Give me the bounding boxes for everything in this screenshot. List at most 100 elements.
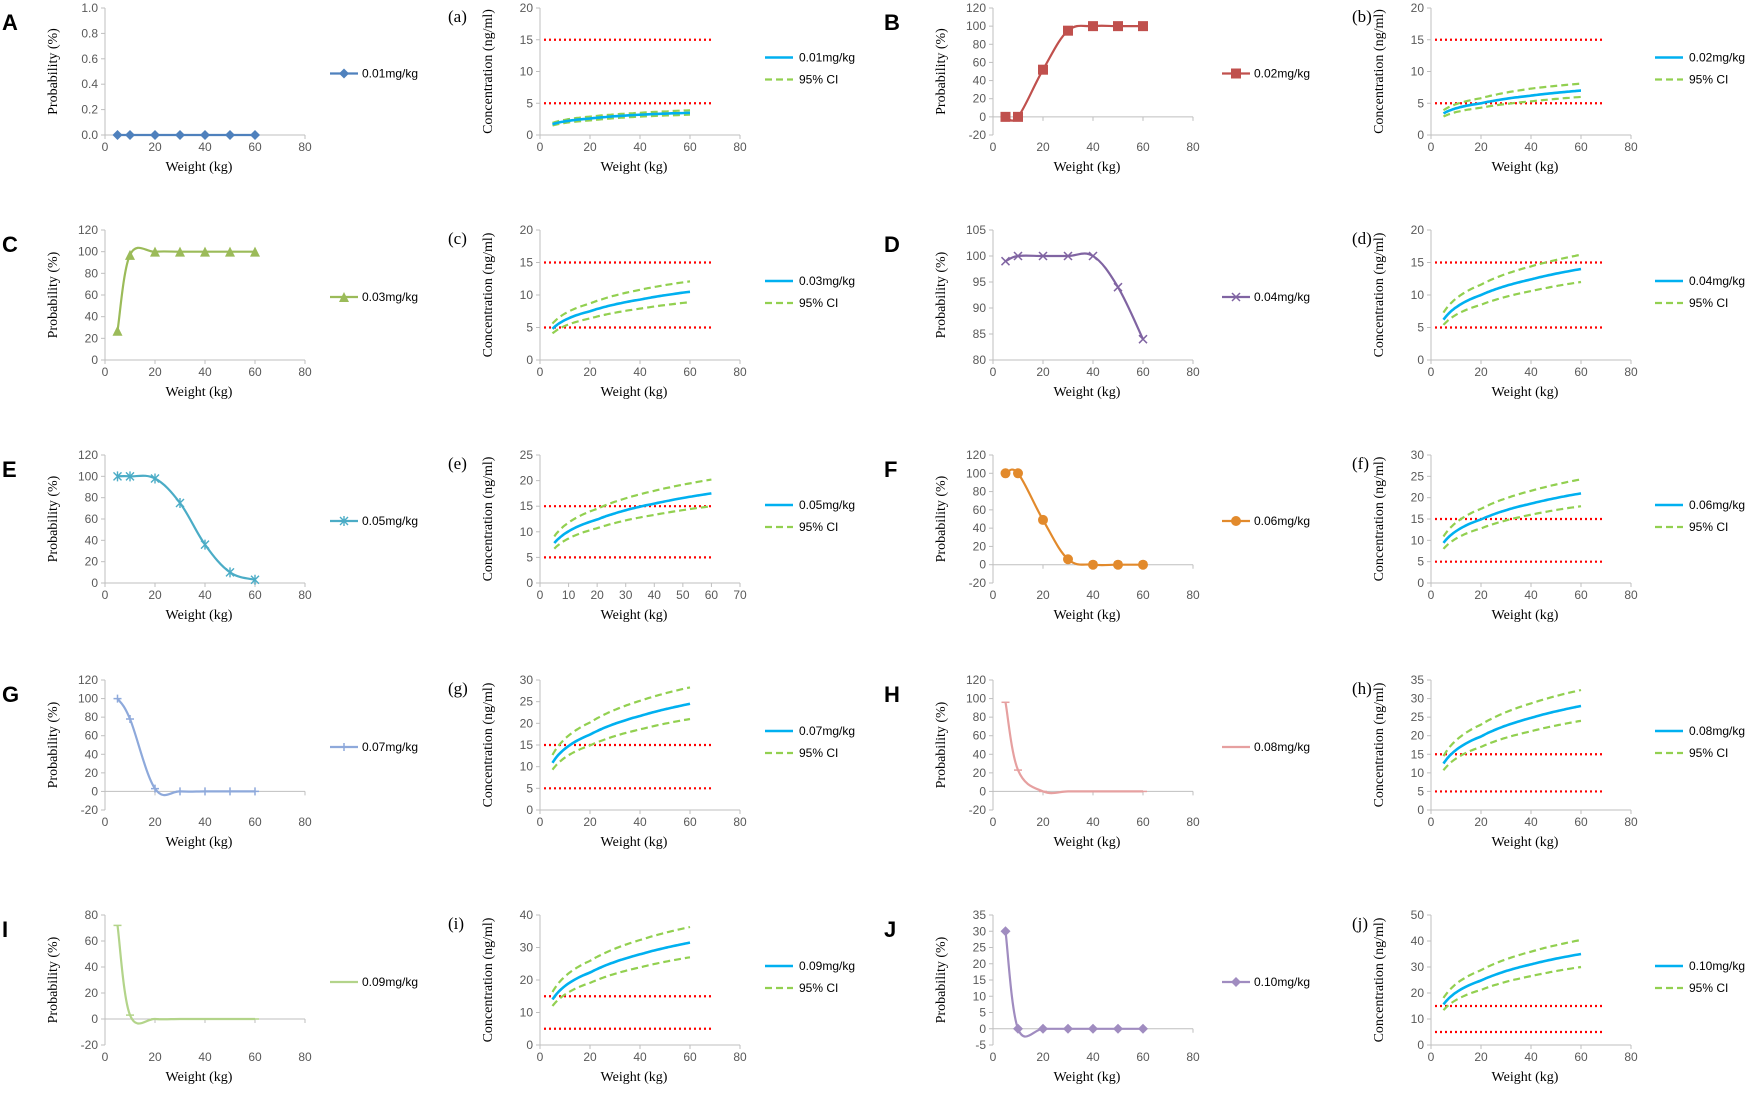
data-point: [1013, 468, 1023, 479]
ci-lower-line: [1442, 719, 1582, 771]
legend-label-ci: 95% CI: [799, 296, 838, 310]
x-axis-label: Weight (kg): [1054, 835, 1121, 850]
ci-lower-line: [1442, 280, 1582, 326]
x-tick-label: 20: [1036, 140, 1050, 154]
y-tick-label: 0: [526, 576, 533, 590]
ci-upper-line: [553, 478, 712, 538]
legend-label: 0.10mg/kg: [1254, 975, 1310, 989]
x-tick-label: 0: [102, 140, 109, 154]
y-tick-label: 10: [520, 525, 534, 539]
y-tick-label: 60: [973, 503, 987, 517]
data-point: [150, 130, 160, 140]
x-tick-label: 40: [198, 365, 212, 379]
data-point: [1088, 21, 1098, 32]
x-tick-label: 80: [1624, 1050, 1638, 1064]
x-axis-label: Weight (kg): [1054, 1070, 1121, 1085]
mean-line: [1442, 89, 1582, 115]
y-tick-label: 20: [973, 539, 987, 553]
y-tick-label: 15: [1411, 256, 1425, 270]
y-tick-label: 40: [973, 74, 987, 88]
legend-label: 0.07mg/kg: [362, 740, 418, 754]
y-tick-label: 5: [1417, 96, 1424, 110]
ci-lower-line: [551, 956, 691, 1007]
y-tick-label: 60: [85, 512, 99, 526]
y-tick-label: 15: [973, 973, 987, 987]
ci-upper-line: [1442, 938, 1582, 999]
x-tick-label: 40: [198, 588, 212, 602]
y-tick-label: 120: [966, 673, 986, 687]
concentration-chart-i: (i) 0 10 20 30 40 0 20 40 60 80 Weight (kg) Concentr…: [448, 908, 855, 1085]
data-point: [113, 471, 122, 482]
x-tick-label: 80: [298, 140, 312, 154]
x-tick-label: 0: [537, 1050, 544, 1064]
x-tick-label: 20: [1474, 588, 1488, 602]
concentration-chart-h: (h) 0 5 10 15 20 25 30 35 0 20 40 60 80 Weight (kg) Con…: [1352, 673, 1745, 850]
y-tick-label: 0: [979, 110, 986, 124]
y-tick-label: 60: [85, 288, 99, 302]
x-tick-label: 40: [1524, 588, 1538, 602]
data-point: [1063, 1023, 1073, 1034]
legend-label-ci: 95% CI: [1689, 73, 1728, 87]
y-tick-label: 30: [520, 941, 534, 955]
y-tick-label: 5: [1417, 555, 1424, 569]
legend-label: 0.10mg/kg: [1689, 959, 1745, 973]
data-point: [1013, 111, 1023, 122]
data-point: [1000, 111, 1011, 122]
y-tick-label: 40: [973, 747, 987, 761]
data-point: [1231, 977, 1241, 987]
y-tick-label: 120: [966, 1, 986, 15]
y-tick-label: 1.0: [81, 1, 98, 15]
y-tick-label: 0: [91, 576, 98, 590]
y-tick-label: 60: [85, 729, 99, 743]
x-tick-label: 20: [583, 815, 597, 829]
data-point: [1063, 25, 1073, 36]
data-point: [1088, 559, 1098, 570]
legend-label: 0.03mg/kg: [799, 274, 855, 288]
legend-label: 0.02mg/kg: [1254, 67, 1310, 81]
legend-label: 0.05mg/kg: [362, 514, 418, 528]
y-tick-label: 10: [1411, 1012, 1425, 1026]
concentration-chart-d: (d) 0 5 10 15 20 0 20 40 60 80 Weight (kg) Concentra…: [1352, 223, 1745, 400]
panel-letter: I: [2, 917, 8, 942]
ci-lower-line: [1442, 95, 1582, 118]
y-tick-label: 10: [973, 989, 987, 1003]
y-axis-label: Concentration (ng/ml): [481, 456, 496, 581]
data-point: [1013, 251, 1023, 261]
x-tick-label: 40: [1086, 588, 1100, 602]
y-tick-label: 20: [85, 766, 99, 780]
x-tick-label: 60: [705, 588, 719, 602]
probability-chart-D: D 80 85 90 95 100 105 0 20 40 60 80 Weight (kg) Proba…: [884, 223, 1310, 400]
y-tick-label: 0: [979, 1022, 986, 1036]
x-tick-label: 20: [1474, 140, 1488, 154]
y-tick-label: 5: [1417, 784, 1424, 798]
ci-lower-line: [551, 717, 691, 771]
x-tick-label: 0: [1428, 140, 1435, 154]
x-axis-label: Weight (kg): [166, 160, 233, 175]
y-tick-label: 30: [1411, 692, 1425, 706]
ci-lower-line: [1442, 505, 1582, 550]
y-tick-label: 10: [520, 288, 534, 302]
y-tick-label: 15: [520, 738, 534, 752]
data-point: [1063, 251, 1073, 261]
y-tick-label: 80: [85, 491, 99, 505]
data-point: [125, 130, 135, 140]
x-tick-label: 0: [990, 815, 997, 829]
data-point: [1063, 554, 1073, 565]
y-tick-label: 0: [526, 803, 533, 817]
y-tick-label: 100: [966, 692, 986, 706]
y-tick-label: 60: [973, 729, 987, 743]
y-tick-label: 100: [78, 245, 98, 259]
data-point: [1138, 559, 1148, 570]
panel-letter: (j): [1352, 914, 1368, 933]
x-tick-label: 40: [198, 140, 212, 154]
legend-label-ci: 95% CI: [1689, 746, 1728, 760]
concentration-chart-e: (e) 0 5 10 15 20 25 0 10 20 30 40 50 60 70 Weight (kg) C…: [448, 448, 855, 623]
panel-letter: (c): [448, 229, 467, 248]
y-tick-label: 15: [520, 499, 534, 513]
x-tick-label: 80: [298, 1050, 312, 1064]
y-tick-label: 20: [973, 766, 987, 780]
y-tick-label: 80: [973, 37, 987, 51]
